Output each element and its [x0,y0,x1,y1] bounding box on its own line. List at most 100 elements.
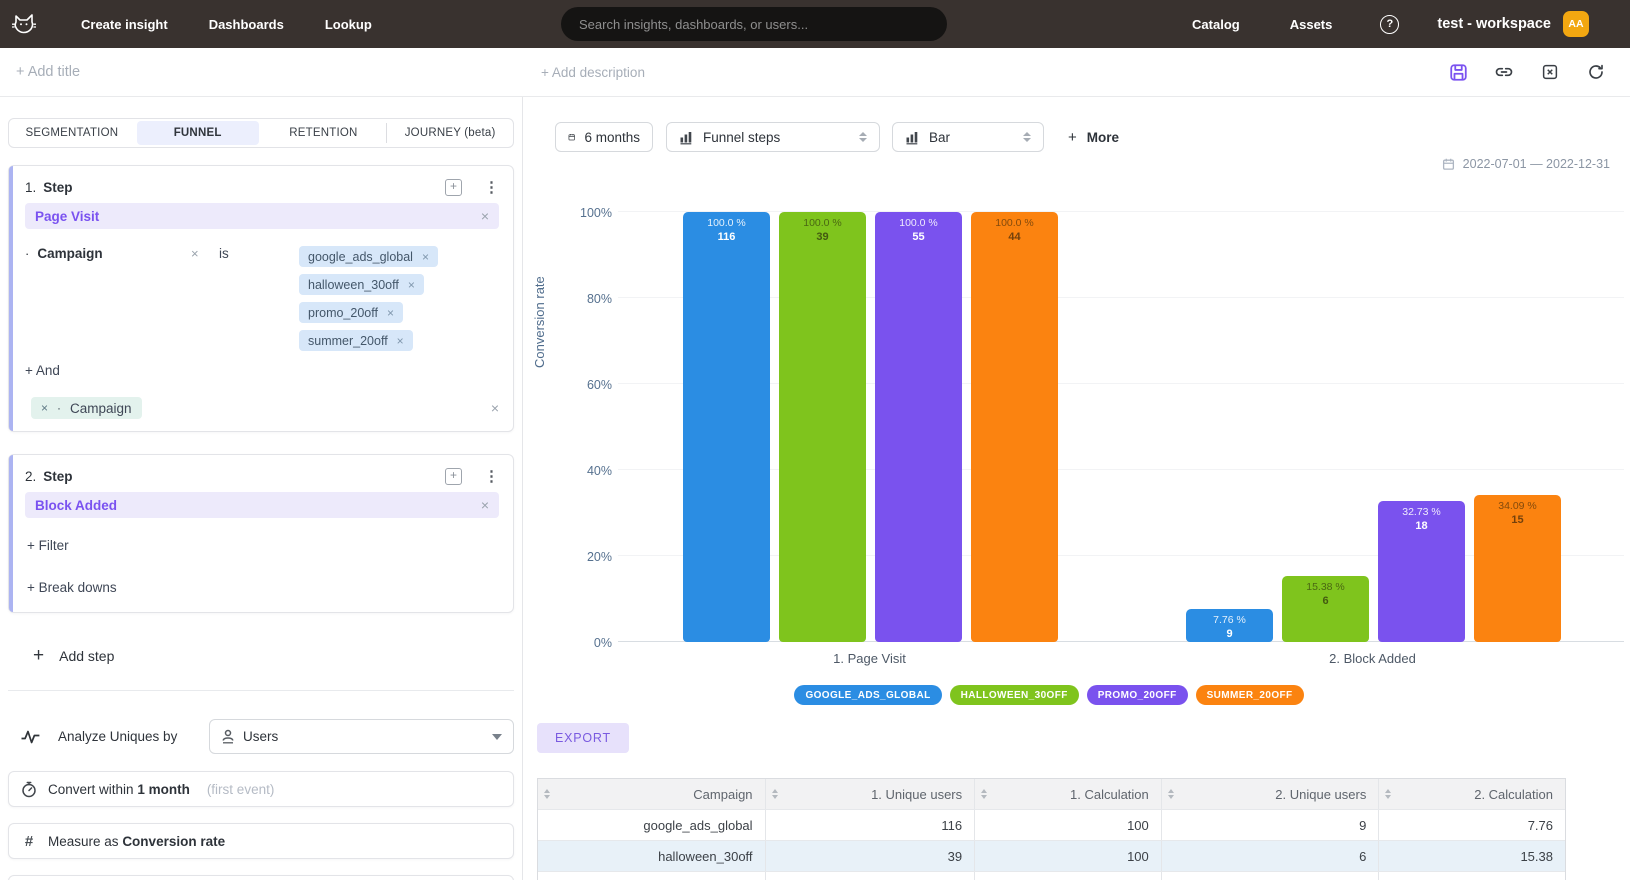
nav-dashboards[interactable]: Dashboards [208,16,284,32]
add-filter-button[interactable]: + Filter [27,538,69,553]
table-cell [766,872,976,880]
save-icon[interactable] [1448,62,1468,82]
nav-lookup[interactable]: Lookup [324,16,372,32]
convert-within-setting[interactable]: Convert within 1 month (first event) [8,771,514,807]
measure-as-setting[interactable]: # Measure as Conversion rate [8,823,514,859]
chart-controls: 6 months Funnel steps Bar + More [555,122,1119,152]
refresh-icon[interactable] [1586,62,1606,82]
step-accent-bar [9,455,13,612]
bar-google_ads_global[interactable]: 100.0 % 116 [683,212,770,642]
copy-link-icon[interactable] [1494,62,1514,82]
bar-chart: 0% 20% 40% 60% 80% 100% 100.0 % 116 100.0 % 39 100… [580,206,1624,666]
tab-segmentation[interactable]: SEGMENTATION [25,127,119,139]
add-step-button[interactable]: + Add step [33,645,514,667]
column-header[interactable]: Campaign [538,779,766,809]
filter-value-pill[interactable]: summer_20off × [299,330,413,351]
table-row[interactable]: google_ads_global 116 100 9 7.76 [538,809,1565,840]
sort-icon[interactable] [981,789,988,799]
bar-chart-icon [906,131,918,144]
column-header-label: 1. Unique users [871,786,963,802]
filter-property[interactable]: Campaign [37,246,103,261]
add-event-icon[interactable]: + [445,178,462,196]
bar-google_ads_global[interactable]: 7.76 % 9 [1186,609,1273,642]
table-cell: 15.38 [1520,848,1553,864]
add-breakdowns-button[interactable]: + Break downs [27,580,117,595]
close-insight-icon[interactable] [1540,62,1560,82]
tab-journey-beta[interactable]: JOURNEY (beta) [404,127,496,139]
remove-breakdown-icon[interactable]: × [41,401,49,415]
nav-catalog[interactable]: Catalog [1192,16,1240,32]
legend-summer_20off[interactable]: SUMMER_20OFF [1195,685,1304,705]
help-icon[interactable]: ? [1380,14,1400,34]
event-row[interactable]: Block Added × [25,492,499,518]
workspace-name[interactable]: test - workspace [1437,16,1551,32]
remove-value-icon[interactable]: × [386,305,394,320]
tab-funnel[interactable]: FUNNEL [136,121,259,145]
table-cell [538,872,766,880]
bar-halloween_30off[interactable]: 15.38 % 6 [1282,576,1369,642]
legend-halloween_30off[interactable]: HALLOWEEN_30OFF [949,685,1079,705]
filter-operator[interactable]: is [219,246,229,261]
bar-summer_20off[interactable]: 34.09 % 15 [1474,495,1561,642]
legend-google_ads_global[interactable]: GOOGLE_ADS_GLOBAL [794,685,942,705]
chart-type-select[interactable]: Bar [892,122,1044,152]
view-select[interactable]: Funnel steps [666,122,880,152]
next-setting-card[interactable] [8,875,514,880]
column-header[interactable]: 2. Calculation [1379,779,1565,809]
table-row[interactable]: halloween_30off 39 100 6 15.38 [538,840,1565,871]
filter-value-pill[interactable]: google_ads_global × [299,246,438,267]
event-row[interactable]: Page Visit × [25,203,499,229]
remove-event-icon[interactable]: × [480,497,489,513]
column-header[interactable]: 1. Unique users [766,779,976,809]
bar-count-label: 15 [1511,514,1524,526]
analyze-uniques-select[interactable]: Users [209,719,514,754]
step-menu-icon[interactable]: ⋮ [484,179,499,196]
add-and-filter-button[interactable]: + And [25,363,60,378]
y-axis-title: Conversion rate [532,276,547,368]
sort-icon[interactable] [771,789,778,799]
filter-value-pill[interactable]: promo_20off × [299,302,403,323]
gridline [618,383,1624,384]
remove-value-icon[interactable]: × [396,333,404,348]
bar-summer_20off[interactable]: 100.0 % 44 [971,212,1058,642]
step-menu-icon[interactable]: ⋮ [484,468,499,485]
bar-promo_20off[interactable]: 100.0 % 55 [875,212,962,642]
bar-percent-label: 7.76 % [1213,614,1246,626]
sort-icon[interactable] [1385,789,1392,799]
search-input[interactable] [561,7,947,41]
add-event-icon[interactable]: + [445,467,462,485]
y-tick-label: 20% [586,550,612,564]
avatar[interactable]: AA [1563,11,1589,37]
remove-value-icon[interactable]: × [407,277,415,292]
nav-assets[interactable]: Assets [1289,16,1333,32]
export-button[interactable]: EXPORT [537,723,629,753]
y-tick-label: 40% [586,464,612,478]
sort-icon[interactable] [1167,789,1174,799]
remove-value-icon[interactable]: × [421,249,429,264]
add-title-field[interactable]: + Add title [16,64,81,80]
bar-halloween_30off[interactable]: 100.0 % 39 [779,212,866,642]
bar-promo_20off[interactable]: 32.73 % 18 [1378,501,1465,642]
breakdown-tag[interactable]: × · Campaign [31,397,142,419]
measure-as-text: Measure as Conversion rate [48,833,226,849]
remove-event-icon[interactable]: × [480,208,489,224]
tab-retention[interactable]: RETENTION [289,127,358,139]
date-preset-button[interactable]: 6 months [555,122,653,152]
more-button[interactable]: + More [1068,129,1119,146]
table-row-partial [538,871,1565,880]
bar-count-label: 18 [1415,520,1428,532]
nav-right-group: Catalog Assets ? test - workspace AA [1192,0,1589,48]
nav-create-insight[interactable]: Create insight [81,16,168,32]
add-description-field[interactable]: + Add description [541,65,645,80]
remove-filter-icon[interactable]: × [191,246,199,261]
column-header[interactable]: 1. Calculation [975,779,1162,809]
legend-promo_20off[interactable]: PROMO_20OFF [1086,685,1188,705]
column-header[interactable]: 2. Unique users [1162,779,1380,809]
clear-breakdown-icon[interactable]: × [490,400,499,416]
sort-icon[interactable] [544,789,550,799]
table-cell: 39 [766,841,976,871]
cat-logo-icon[interactable] [10,10,40,38]
stopwatch-icon [22,781,36,797]
filter-value-pill[interactable]: halloween_30off × [299,274,424,295]
date-range[interactable]: 2022-07-01 — 2022-12-31 [1442,157,1610,171]
